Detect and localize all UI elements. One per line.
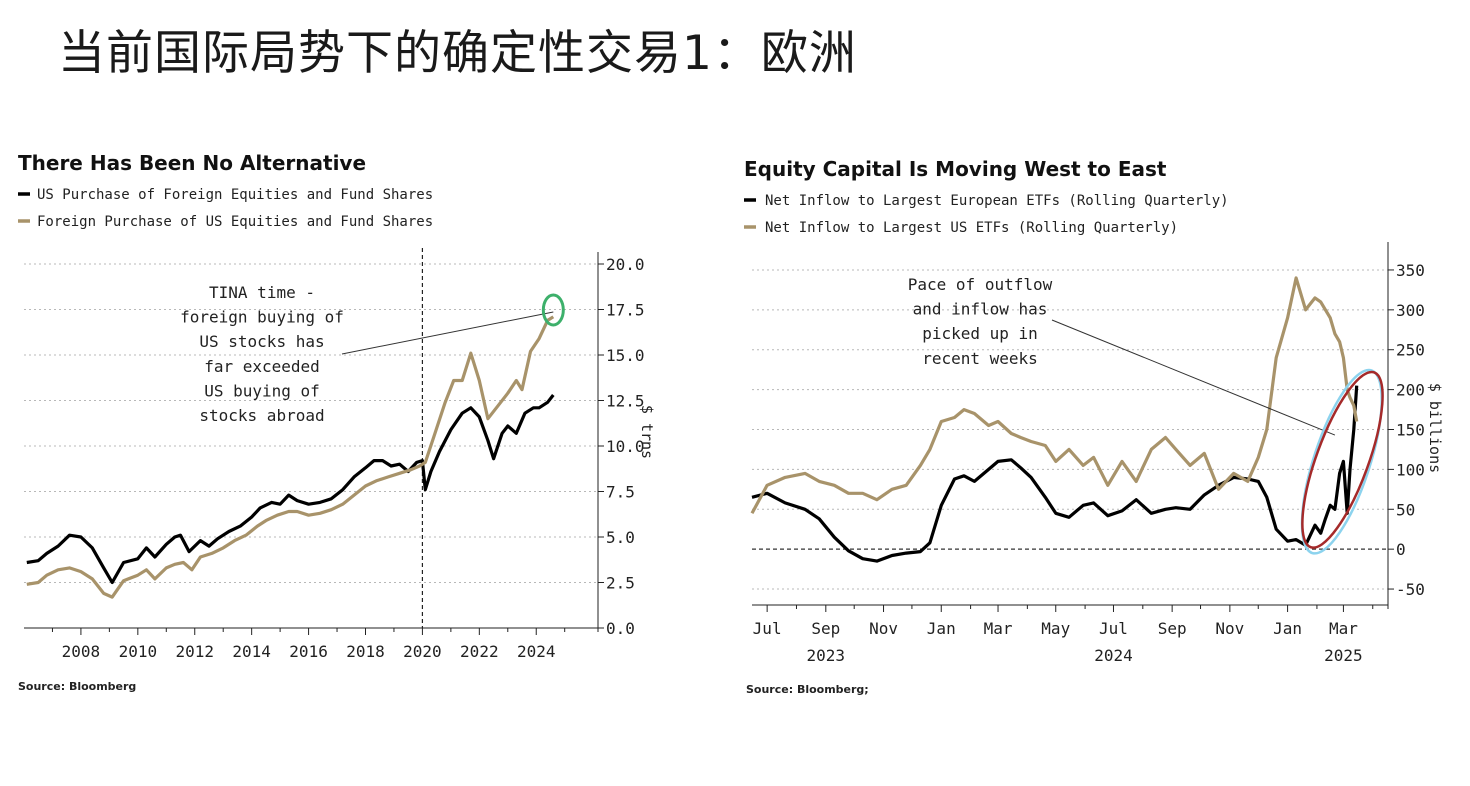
chart-right-source: Source: Bloomberg;: [746, 683, 869, 696]
legend-label-europe-etf: Net Inflow to Largest European ETFs (Rol…: [765, 193, 1229, 209]
y-tick-label: 12.5: [606, 392, 645, 411]
y-tick-label: 2.5: [606, 574, 635, 593]
y-tick-label: 50: [1396, 500, 1415, 519]
x-tick-label: 2022: [460, 642, 499, 661]
right-annotation-pointer: [1051, 319, 1336, 436]
chart-left: There Has Been No Alternative US Purchas…: [18, 151, 656, 693]
legend-label-us-purchase: US Purchase of Foreign Equities and Fund…: [37, 187, 433, 203]
y-tick-label: 250: [1396, 341, 1425, 360]
right-highlight-blue-ellipse: [1300, 368, 1383, 555]
x-tick-label: 2014: [232, 642, 271, 661]
left-annotation-pointer: [341, 311, 554, 355]
y-tick-label: 150: [1396, 421, 1425, 440]
right-annotation-line: Pace of outflow: [908, 275, 1053, 294]
y-tick-label: -50: [1396, 580, 1425, 599]
chart-left-ylabel: $ trns: [638, 405, 656, 459]
right-annotation: Pace of outflow and inflow has picked up i…: [908, 275, 1053, 368]
left-annotation-line: TINA time -: [209, 283, 315, 302]
left-annotation-line: far exceeded: [204, 357, 320, 376]
x-tick-label: Sep: [811, 619, 840, 638]
x-tick-label: Jan: [927, 619, 956, 638]
chart-left-source: Source: Bloomberg: [18, 680, 136, 693]
series-line-black: [751, 385, 1359, 563]
y-tick-label: 5.0: [606, 528, 635, 547]
right-series: [750, 276, 1359, 563]
x-tick-label: 2020: [403, 642, 442, 661]
y-tick-label: 0.0: [606, 619, 635, 638]
x-tick-label: 2018: [346, 642, 385, 661]
left-y-ticks: 0.0 2.5 5.0 7.5 10.0 12.5 15.0 17.5 20.0: [597, 252, 645, 638]
x-tick-label: Jul: [1099, 619, 1128, 638]
x-tick-label: 2024: [517, 642, 556, 661]
right-highlight-red-ellipse: [1301, 370, 1384, 549]
left-annotation: TINA time - foreign buying of US stocks ha…: [180, 283, 344, 425]
chart-right: Equity Capital Is Moving West to East Ne…: [744, 157, 1444, 696]
y-tick-label: 17.5: [606, 301, 645, 320]
y-tick-label: 100: [1396, 460, 1425, 479]
y-tick-label: 15.0: [606, 346, 645, 365]
x-tick-label: Nov: [1215, 619, 1244, 638]
legend-label-foreign-purchase: Foreign Purchase of US Equities and Fund…: [37, 214, 433, 230]
x-tick-label: 2012: [175, 642, 214, 661]
chart-left-title: There Has Been No Alternative: [18, 151, 366, 175]
x-tick-label: Jul: [753, 619, 782, 638]
x-year-label: 2024: [1094, 646, 1133, 665]
right-annotation-line: picked up in: [922, 324, 1038, 343]
x-tick-label: May: [1041, 619, 1070, 638]
y-tick-label: 300: [1396, 301, 1425, 320]
x-tick-label: Nov: [869, 619, 898, 638]
x-tick-label: Jan: [1273, 619, 1302, 638]
slide-title: 当前国际局势下的确定性交易1：欧洲: [58, 26, 857, 81]
left-series: [26, 315, 555, 599]
x-tick-label: 2010: [119, 642, 158, 661]
series-line-gold: [750, 276, 1359, 515]
left-highlight-circle: [541, 293, 565, 327]
x-tick-label: 2008: [62, 642, 101, 661]
x-year-label: 2023: [807, 646, 846, 665]
series-line-gold: [26, 315, 555, 599]
right-x-ticks: Jul Sep Nov Jan Mar May Jul Sep Nov Jan Mar 2023 202…: [752, 604, 1388, 665]
y-tick-label: 7.5: [606, 483, 635, 502]
right-annotation-line: recent weeks: [922, 349, 1038, 368]
legend-label-us-etf: Net Inflow to Largest US ETFs (Rolling Q…: [765, 220, 1178, 236]
x-tick-label: Mar: [984, 619, 1013, 638]
left-annotation-line: foreign buying of: [180, 308, 344, 327]
chart-right-title: Equity Capital Is Moving West to East: [744, 157, 1167, 181]
right-gridlines: [752, 269, 1388, 590]
left-annotation-line: US buying of: [204, 381, 320, 400]
y-tick-label: 350: [1396, 261, 1425, 280]
x-tick-label: 2016: [289, 642, 328, 661]
chart-right-ylabel: $ billions: [1426, 383, 1444, 473]
x-tick-label: Mar: [1329, 619, 1358, 638]
series-line-black: [26, 394, 555, 585]
y-tick-label: 200: [1396, 381, 1425, 400]
left-x-ticks: 2008 2010 2012 2014 2016 2018 2020 2022 2024: [24, 627, 598, 661]
right-annotation-line: and inflow has: [913, 300, 1048, 319]
y-tick-label: 20.0: [606, 255, 645, 274]
y-tick-label: 10.0: [606, 437, 645, 456]
x-tick-label: Sep: [1158, 619, 1187, 638]
y-tick-label: 0: [1396, 540, 1406, 559]
right-y-ticks: -50 0 50 100 150 200 250 300 350: [1387, 242, 1425, 609]
left-annotation-line: stocks abroad: [199, 406, 324, 425]
x-year-label: 2025: [1324, 646, 1363, 665]
left-annotation-line: US stocks has: [199, 332, 324, 351]
